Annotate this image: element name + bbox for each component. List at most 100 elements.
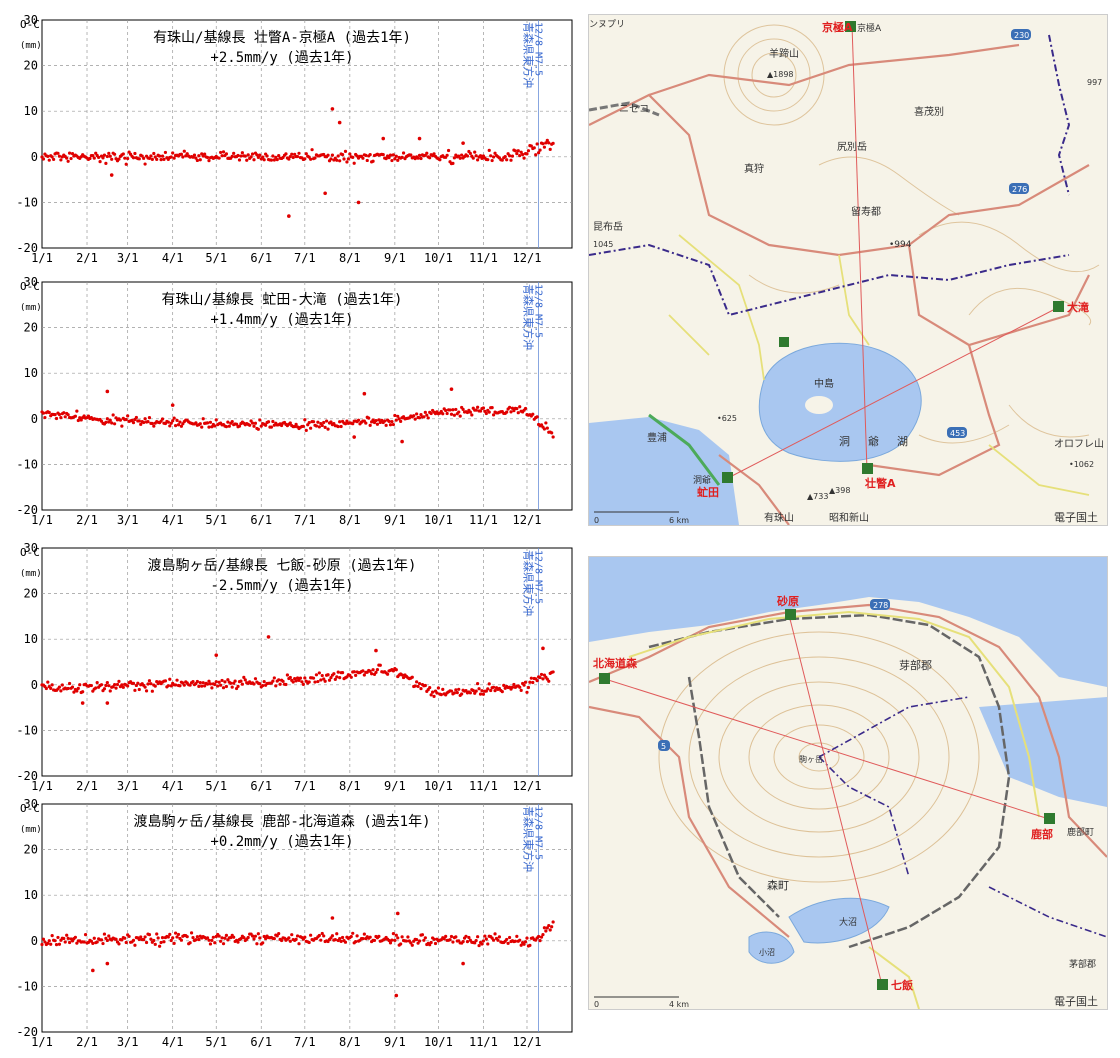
data-point <box>63 940 67 944</box>
x-tick-label: 5/1 <box>205 1035 227 1049</box>
data-point <box>117 942 121 946</box>
data-point <box>239 679 243 683</box>
y-tick-label: -20 <box>16 241 38 255</box>
label-nakajima: 中島 <box>814 377 834 390</box>
data-point <box>137 687 141 692</box>
label-konuma: 小沼 <box>759 948 775 957</box>
x-tick-label: 9/1 <box>384 1035 406 1049</box>
data-point <box>182 683 186 687</box>
data-point <box>393 157 397 161</box>
data-point <box>419 686 423 691</box>
data-point <box>234 422 239 426</box>
data-point <box>480 942 484 946</box>
label-994: •994 <box>889 240 912 250</box>
data-point <box>274 155 278 159</box>
x-tick-label: 8/1 <box>339 1035 361 1049</box>
data-point <box>374 418 378 423</box>
data-point <box>288 675 292 680</box>
y-tick-label: 0 <box>31 412 38 426</box>
data-point <box>224 933 229 937</box>
station-sawara: 砂原 <box>777 594 799 620</box>
x-tick-label: 2/1 <box>76 779 98 793</box>
y-axis-label: O-C <box>20 546 40 559</box>
y-tick-label: 0 <box>31 678 38 692</box>
data-point <box>195 158 199 163</box>
data-point <box>529 676 533 680</box>
data-point <box>535 679 539 683</box>
data-point <box>484 937 488 941</box>
data-point <box>105 417 109 421</box>
data-point <box>397 417 401 421</box>
label-1045: 1045 <box>593 240 613 249</box>
data-point <box>113 152 117 156</box>
data-point <box>147 156 152 161</box>
data-point <box>120 938 124 942</box>
data-point <box>309 157 313 161</box>
data-point <box>409 153 413 157</box>
label-rusutsu: 留寿都 <box>851 205 881 218</box>
data-point <box>516 411 520 415</box>
data-point <box>384 157 388 161</box>
data-point-outlier <box>417 136 422 141</box>
event-label: 青森県東方沖 <box>522 806 536 872</box>
data-point <box>461 407 465 411</box>
y-tick-label: -20 <box>16 503 38 517</box>
data-point <box>70 939 75 943</box>
data-point <box>155 932 159 936</box>
label-kimobetsu: 喜茂別 <box>914 105 944 118</box>
data-point <box>66 413 70 417</box>
data-point <box>160 154 165 158</box>
data-point <box>415 937 419 942</box>
svg-text:砂原: 砂原 <box>777 594 799 608</box>
y-tick-label: 30 <box>24 797 38 811</box>
data-point <box>264 936 268 941</box>
label-showa: 昭和新山 <box>829 511 869 524</box>
data-point <box>97 155 101 159</box>
data-point <box>473 150 477 154</box>
data-point <box>253 421 258 425</box>
data-point <box>429 693 433 697</box>
data-point <box>512 682 516 687</box>
data-point <box>449 689 454 693</box>
data-point-outlier <box>400 439 404 444</box>
data-point <box>188 941 192 945</box>
data-point <box>216 684 220 688</box>
data-point <box>428 156 432 160</box>
data-point <box>44 686 48 691</box>
data-point <box>253 934 258 938</box>
data-point <box>159 157 163 162</box>
data-point <box>171 936 175 940</box>
label-toya-station: 洞爺 <box>693 474 711 486</box>
x-tick-label: 5/1 <box>205 513 227 527</box>
station-sobetsu-a: 壮瞥A <box>862 463 896 490</box>
data-point <box>535 415 539 419</box>
data-point <box>526 149 531 153</box>
data-point <box>519 688 523 692</box>
data-point <box>169 938 173 943</box>
data-point <box>144 689 149 693</box>
data-point <box>67 151 72 155</box>
y-axis-label: O-C <box>20 18 40 31</box>
data-point <box>410 943 414 947</box>
data-point <box>203 684 207 688</box>
road-453: 453 <box>950 429 965 438</box>
data-point <box>153 684 157 688</box>
road-276: 276 <box>1012 185 1027 194</box>
data-point <box>410 675 414 679</box>
data-point <box>192 153 197 157</box>
data-point <box>178 684 182 688</box>
data-point <box>46 941 50 945</box>
data-point <box>538 939 542 943</box>
data-point <box>131 420 136 425</box>
data-point <box>262 680 266 684</box>
data-point <box>446 148 451 153</box>
data-point <box>169 421 173 425</box>
data-point <box>277 932 281 936</box>
data-point <box>208 682 213 686</box>
data-point <box>134 683 138 688</box>
data-point <box>288 939 292 943</box>
data-point <box>142 156 146 160</box>
data-point <box>271 419 275 424</box>
data-point <box>394 933 398 937</box>
data-point <box>478 409 483 413</box>
